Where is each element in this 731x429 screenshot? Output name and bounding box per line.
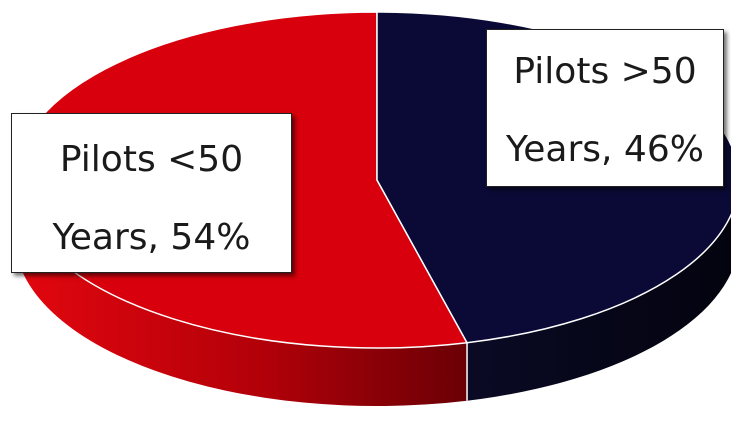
pie-slice-side-1 [467,215,731,401]
pie-slice-side-0 [15,180,468,406]
data-label-line: Pilots >50 [513,51,697,92]
data-label-pilots-under-50: Pilots <50 Years, 54% [11,113,292,273]
data-label-line: Years, 46% [506,129,704,170]
data-label-pilots-over-50: Pilots >50 Years, 46% [486,29,724,187]
data-label-line: Pilots <50 [59,139,244,180]
data-label-line: Years, 54% [52,217,251,258]
